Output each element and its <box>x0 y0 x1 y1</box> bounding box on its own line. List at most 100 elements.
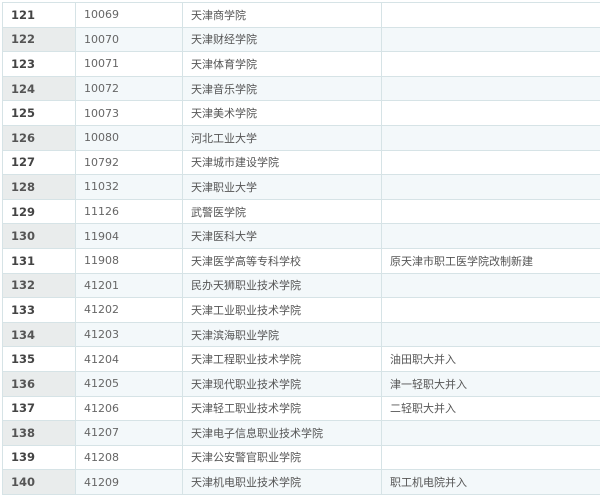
table-row: 133 41202 天津工业职业技术学院 <box>2 297 600 323</box>
school-code: 11126 <box>75 198 183 225</box>
school-code: 41202 <box>75 297 183 323</box>
school-name: 天津商学院 <box>182 2 382 28</box>
table-row: 126 10080 河北工业大学 <box>2 124 600 151</box>
remark <box>381 297 600 323</box>
school-code: 10069 <box>75 2 183 28</box>
table-row: 124 10072 天津音乐学院 <box>2 75 600 102</box>
school-code: 11032 <box>75 174 183 200</box>
remark <box>381 100 600 126</box>
school-code: 41203 <box>75 321 183 348</box>
school-code: 41207 <box>75 420 183 446</box>
table-row: 121 10069 天津商学院 <box>2 2 600 28</box>
remark <box>381 321 600 348</box>
school-name: 天津工程职业技术学院 <box>182 346 382 372</box>
row-number: 136 <box>2 370 76 397</box>
table-row: 127 10792 天津城市建设学院 <box>2 149 600 176</box>
school-code: 11908 <box>75 247 183 274</box>
table-row: 130 11904 天津医科大学 <box>2 223 600 249</box>
row-number: 140 <box>2 469 76 495</box>
row-number: 127 <box>2 149 76 176</box>
row-number: 132 <box>2 272 76 299</box>
row-number: 122 <box>2 26 76 53</box>
remark <box>381 444 600 471</box>
remark: 津一轻职大并入 <box>381 370 600 397</box>
school-name: 天津体育学院 <box>182 51 382 77</box>
school-code: 41205 <box>75 370 183 397</box>
row-number: 134 <box>2 321 76 348</box>
row-number: 133 <box>2 297 76 323</box>
table-row: 138 41207 天津电子信息职业技术学院 <box>2 420 600 446</box>
school-name: 天津轻工职业技术学院 <box>182 395 382 422</box>
school-code: 41208 <box>75 444 183 471</box>
school-name: 天津公安警官职业学院 <box>182 444 382 471</box>
table-row: 134 41203 天津滨海职业学院 <box>2 321 600 348</box>
remark: 原天津市职工医学院改制新建 <box>381 247 600 274</box>
school-code: 10070 <box>75 26 183 53</box>
school-code: 11904 <box>75 223 183 249</box>
row-number: 121 <box>2 2 76 28</box>
row-number: 130 <box>2 223 76 249</box>
remark: 职工机电院并入 <box>381 469 600 495</box>
school-name: 天津城市建设学院 <box>182 149 382 176</box>
remark <box>381 2 600 28</box>
school-code: 41209 <box>75 469 183 495</box>
remark <box>381 223 600 249</box>
school-name: 天津电子信息职业技术学院 <box>182 420 382 446</box>
school-name: 天津现代职业技术学院 <box>182 370 382 397</box>
remark <box>381 149 600 176</box>
row-number: 139 <box>2 444 76 471</box>
row-number: 124 <box>2 75 76 102</box>
remark <box>381 51 600 77</box>
remark: 油田职大并入 <box>381 346 600 372</box>
school-name: 天津工业职业技术学院 <box>182 297 382 323</box>
table-row: 128 11032 天津职业大学 <box>2 174 600 200</box>
table-row: 137 41206 天津轻工职业技术学院 二轻职大并入 <box>2 395 600 422</box>
school-code: 10071 <box>75 51 183 77</box>
remark <box>381 272 600 299</box>
remark <box>381 26 600 53</box>
row-number: 135 <box>2 346 76 372</box>
remark: 二轻职大并入 <box>381 395 600 422</box>
table-row: 125 10073 天津美术学院 <box>2 100 600 126</box>
remark <box>381 420 600 446</box>
table-row: 136 41205 天津现代职业技术学院 津一轻职大并入 <box>2 370 600 397</box>
row-number: 138 <box>2 420 76 446</box>
table-row: 122 10070 天津财经学院 <box>2 26 600 53</box>
row-number: 123 <box>2 51 76 77</box>
school-code: 10080 <box>75 124 183 151</box>
school-name: 天津财经学院 <box>182 26 382 53</box>
table-row: 129 11126 武警医学院 <box>2 198 600 225</box>
table-row: 139 41208 天津公安警官职业学院 <box>2 444 600 471</box>
school-name: 天津医学高等专科学校 <box>182 247 382 274</box>
school-name: 天津滨海职业学院 <box>182 321 382 348</box>
school-name: 天津音乐学院 <box>182 75 382 102</box>
row-number: 126 <box>2 124 76 151</box>
school-name: 民办天狮职业技术学院 <box>182 272 382 299</box>
row-number: 129 <box>2 198 76 225</box>
school-name: 天津机电职业技术学院 <box>182 469 382 495</box>
remark <box>381 75 600 102</box>
table-row: 123 10071 天津体育学院 <box>2 51 600 77</box>
remark <box>381 198 600 225</box>
table-row: 131 11908 天津医学高等专科学校 原天津市职工医学院改制新建 <box>2 247 600 274</box>
school-code: 10792 <box>75 149 183 176</box>
school-code: 41204 <box>75 346 183 372</box>
table-row: 135 41204 天津工程职业技术学院 油田职大并入 <box>2 346 600 372</box>
school-name: 天津美术学院 <box>182 100 382 126</box>
school-name: 天津职业大学 <box>182 174 382 200</box>
school-code: 10073 <box>75 100 183 126</box>
table-row: 132 41201 民办天狮职业技术学院 <box>2 272 600 299</box>
remark <box>381 174 600 200</box>
school-code: 41201 <box>75 272 183 299</box>
table-row: 140 41209 天津机电职业技术学院 职工机电院并入 <box>2 469 600 495</box>
row-number: 128 <box>2 174 76 200</box>
row-number: 125 <box>2 100 76 126</box>
school-code: 10072 <box>75 75 183 102</box>
school-code: 41206 <box>75 395 183 422</box>
school-name: 武警医学院 <box>182 198 382 225</box>
row-number: 131 <box>2 247 76 274</box>
school-name: 河北工业大学 <box>182 124 382 151</box>
remark <box>381 124 600 151</box>
school-name: 天津医科大学 <box>182 223 382 249</box>
